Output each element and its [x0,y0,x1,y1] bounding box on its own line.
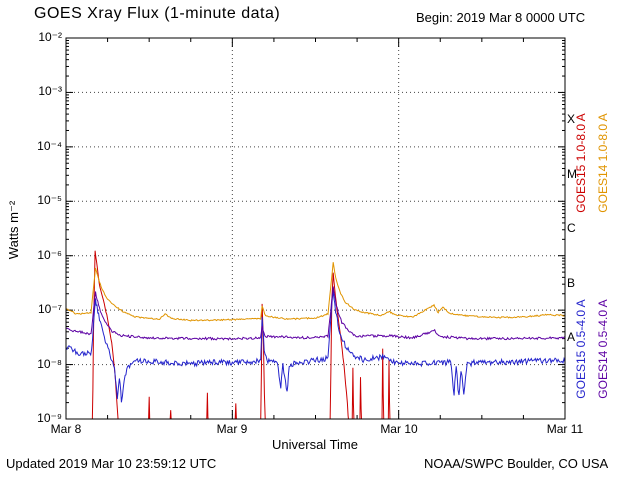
x-tick-label: Mar 10 [380,422,418,436]
y-tick-label: 10⁻⁸ [37,357,62,371]
begin-time-label: Begin: 2019 Mar 8 0000 UTC [416,10,586,25]
flare-class-letter-a: A [567,330,576,344]
legend-goes14-short: GOES14 0.5-4.0 A [596,299,610,399]
y-tick-label: 10⁻⁶ [37,248,62,262]
y-tick-label: 10⁻³ [38,84,62,98]
legend-goes15-long: GOES15 1.0-8.0 A [574,113,588,213]
y-tick-label: 10⁻⁹ [37,411,62,425]
flare-class-letter-m: M [567,167,577,181]
updated-timestamp: Updated 2019 Mar 10 23:59:12 UTC [6,456,217,471]
y-tick-label: 10⁻² [38,30,62,44]
credit-label: NOAA/SWPC Boulder, CO USA [424,456,609,471]
flare-class-letter-b: B [567,276,576,290]
legend-goes14-long: GOES14 1.0-8.0 A [596,113,610,213]
flare-class-letter-c: C [567,221,576,235]
y-tick-label: 10⁻⁵ [37,193,62,207]
y-axis-title: Watts m⁻² [6,200,21,260]
x-tick-label: Mar 9 [216,422,248,436]
chart-title: GOES Xray Flux (1-minute data) [34,5,281,22]
x-axis-title: Universal Time [272,437,358,452]
x-tick-label: Mar 8 [50,422,82,436]
y-tick-label: 10⁻⁴ [37,139,62,153]
legend-goes15-short: GOES15 0.5-4.0 A [574,299,588,399]
flare-class-letter-x: X [567,112,576,126]
y-tick-label: 10⁻⁷ [37,302,62,316]
x-tick-label: Mar 11 [546,422,584,436]
